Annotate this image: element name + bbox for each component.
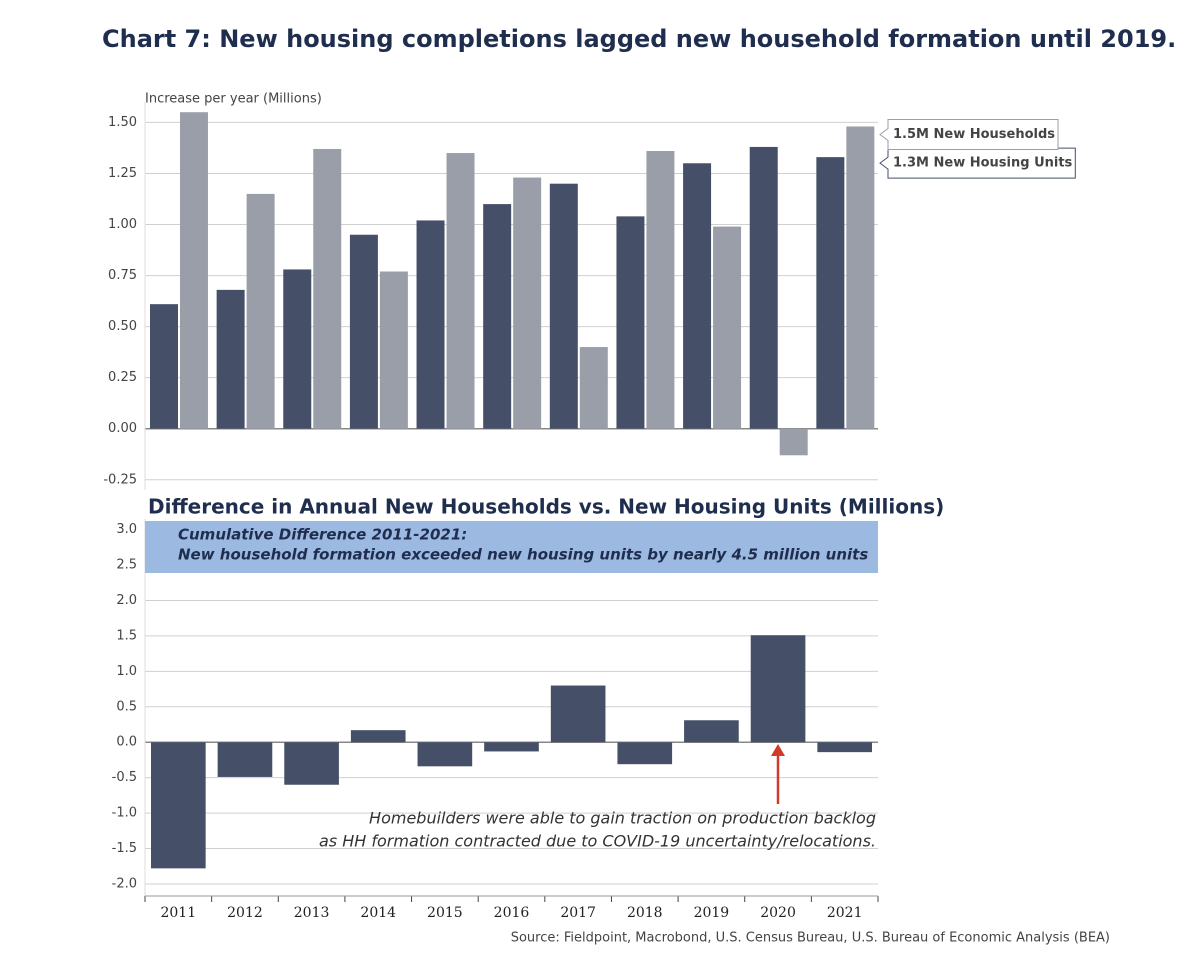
- bar: [684, 720, 739, 743]
- y-tick-label: 0.50: [108, 319, 137, 334]
- y-tick-label: 0.5: [116, 699, 137, 714]
- x-tick-label: 2021: [827, 905, 863, 921]
- x-tick-label: 2019: [694, 905, 730, 921]
- box-text: Cumulative Difference 2011-2021:: [178, 526, 467, 544]
- x-tick-label: 2013: [294, 905, 330, 921]
- bar: [150, 742, 206, 869]
- bar: [616, 216, 645, 429]
- bar: [483, 204, 512, 429]
- y-tick-label: 1.25: [108, 166, 137, 181]
- y-tick-label: 3.0: [116, 522, 137, 537]
- bar: [349, 234, 378, 429]
- box-text: New household formation exceeded new hou…: [178, 546, 868, 564]
- bar: [749, 146, 778, 429]
- bar: [713, 226, 742, 429]
- x-tick-label: 2018: [627, 905, 663, 921]
- legend-box: [879, 147, 1076, 179]
- x-tick-label: 2014: [360, 905, 396, 921]
- bar: [246, 193, 275, 429]
- bar: [817, 742, 873, 753]
- bar: [284, 742, 339, 785]
- x-tick-label: 2011: [160, 905, 196, 921]
- bar: [550, 685, 606, 743]
- bar: [216, 289, 245, 429]
- y-tick-label: 2.5: [116, 558, 137, 573]
- bar: [313, 148, 342, 429]
- bar: [617, 742, 673, 765]
- bar: [217, 742, 273, 777]
- bar: [683, 163, 712, 429]
- bar: [646, 151, 675, 429]
- bar: [484, 742, 539, 752]
- bar: [179, 112, 208, 429]
- legend-label: 1.5M New Households: [893, 127, 1055, 142]
- y-tick-label: 1.50: [108, 115, 137, 130]
- y-tick-label: -1.5: [112, 841, 137, 856]
- x-tick-label: 2017: [560, 905, 596, 921]
- bar: [149, 304, 178, 429]
- bar: [513, 177, 542, 429]
- bar: [283, 269, 312, 429]
- y-tick-label: 2.0: [116, 593, 137, 608]
- bar: [417, 742, 473, 767]
- subchart-title: Difference in Annual New Households vs. …: [148, 495, 944, 519]
- x-tick-label: 2016: [494, 905, 530, 921]
- arrow-head: [771, 744, 785, 756]
- annotation: as HH formation contracted due to COVID-…: [319, 832, 876, 851]
- x-tick-label: 2015: [427, 905, 463, 921]
- y-axis-label: Increase per year (Millions): [145, 92, 322, 107]
- bar: [579, 347, 608, 429]
- chart-title: Chart 7: New housing completions lagged …: [102, 25, 1176, 53]
- y-tick-label: -1.0: [112, 806, 137, 821]
- bar: [446, 153, 475, 429]
- y-tick-label: 1.5: [116, 628, 137, 643]
- annotation: Homebuilders were able to gain traction …: [369, 809, 876, 828]
- legend-label: 1.3M New Housing Units: [893, 156, 1073, 171]
- y-tick-label: -2.0: [112, 876, 137, 891]
- y-tick-label: 0.0: [116, 735, 137, 750]
- y-tick-label: -0.5: [112, 770, 137, 785]
- y-tick-label: 0.25: [108, 370, 137, 385]
- bar: [350, 730, 406, 743]
- x-tick-label: 2020: [760, 905, 796, 921]
- legend-box: [879, 119, 1059, 151]
- source: Source: Fieldpoint, Macrobond, U.S. Cens…: [511, 931, 1110, 946]
- bar: [379, 271, 408, 429]
- x-tick-label: 2012: [227, 905, 263, 921]
- y-tick-label: 0.00: [108, 421, 137, 436]
- y-tick-label: -0.25: [103, 472, 137, 487]
- bar: [416, 220, 445, 429]
- bar: [779, 428, 808, 456]
- bar: [846, 126, 875, 429]
- bar: [549, 183, 578, 429]
- y-tick-label: 1.00: [108, 217, 137, 232]
- y-tick-label: 0.75: [108, 268, 137, 283]
- y-tick-label: 1.0: [116, 664, 137, 679]
- note-box: [145, 521, 878, 573]
- bar: [816, 157, 845, 429]
- bar: [750, 635, 806, 743]
